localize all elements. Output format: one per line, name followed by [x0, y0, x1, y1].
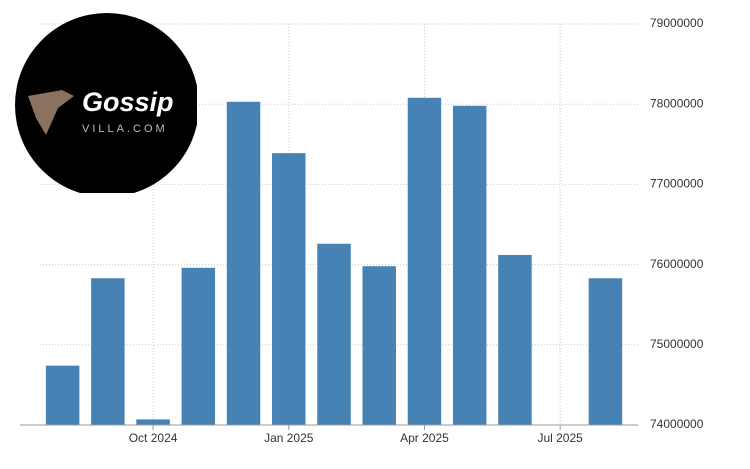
plot-area: 74000000 75000000 76000000 77000000 78000000… — [20, 16, 704, 445]
bar — [317, 243, 351, 425]
bar — [498, 254, 532, 425]
y-tick-label: 75000000 — [650, 337, 704, 351]
bar — [452, 105, 487, 425]
bar — [136, 419, 170, 425]
bar — [407, 97, 442, 425]
bar — [588, 278, 623, 425]
y-tick-label: 74000000 — [650, 417, 704, 431]
bar — [362, 266, 396, 425]
y-tick-label: 76000000 — [650, 257, 704, 271]
logo-icon — [28, 90, 74, 135]
bar — [272, 153, 306, 425]
x-tick-label: Jan 2025 — [264, 431, 314, 445]
bar — [45, 365, 80, 425]
logo-text: Gossip — [82, 87, 174, 117]
x-tick-label: Jul 2025 — [537, 431, 583, 445]
y-tick-label: 77000000 — [650, 177, 704, 191]
logo-subtext: VILLA.COM — [82, 123, 168, 135]
logo-circle — [15, 13, 197, 193]
bar — [181, 267, 216, 425]
bar — [91, 278, 125, 425]
x-tick-label: Oct 2024 — [129, 431, 178, 445]
y-tick-label: 78000000 — [650, 96, 704, 110]
y-tick-label: 79000000 — [650, 16, 704, 30]
x-tick-label: Apr 2025 — [400, 431, 449, 445]
watermark-logo: Gossip VILLA.COM — [15, 13, 197, 193]
bar — [226, 101, 261, 425]
